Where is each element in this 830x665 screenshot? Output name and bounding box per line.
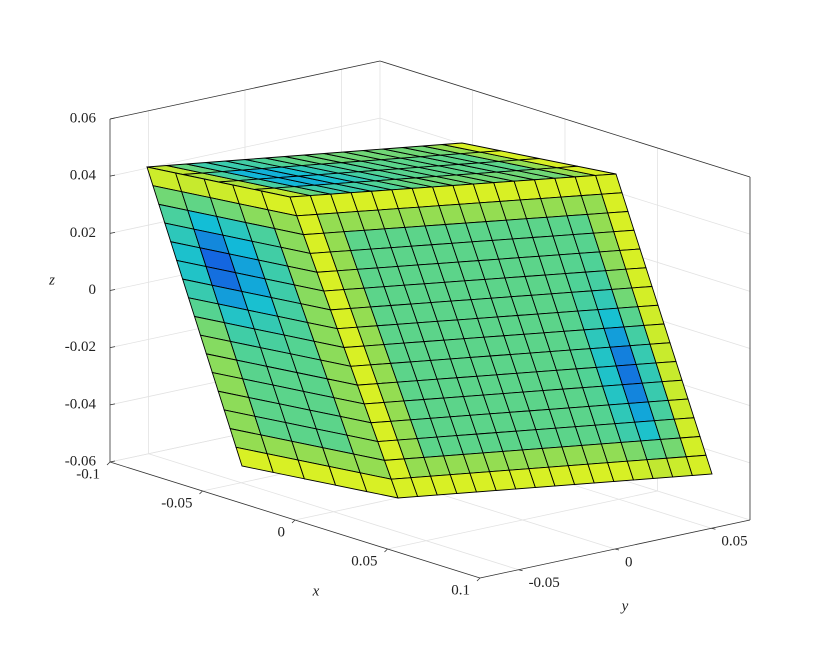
tick-mark (476, 577, 481, 582)
tick-mark (291, 519, 296, 524)
x-tick-label: 0.05 (351, 553, 377, 569)
tick-mark (109, 346, 116, 349)
z-tick-label: 0.06 (70, 110, 97, 126)
axis-line (479, 519, 751, 579)
z-tick-label: 0 (89, 282, 97, 298)
tick-mark (109, 231, 116, 234)
y-tick-label: 0 (625, 554, 633, 570)
labels: -0.1 -0.05 0 0.05 0.1 -0.05 0 0.05 -0.06 -0.04 -0.… (65, 110, 748, 598)
axis-line (109, 461, 481, 579)
x-tick-label: 0 (278, 524, 286, 540)
tick-mark (106, 461, 111, 466)
tick-mark (109, 289, 116, 291)
tick-mark (199, 490, 203, 495)
x-axis-label: x (312, 583, 320, 599)
axes-box (106, 60, 751, 582)
x-tick-label: -0.05 (161, 495, 192, 511)
y-tick-label: 0.05 (721, 534, 747, 550)
tick-mark (109, 403, 116, 406)
x-tick-label: 0.1 (451, 582, 470, 598)
grid-line (148, 453, 519, 571)
z-tick-label: -0.02 (65, 339, 96, 355)
y-axis-label: y (620, 598, 629, 614)
x-tick-label: -0.1 (76, 466, 100, 482)
tick-mark (109, 460, 116, 463)
z-tick-label: 0.02 (70, 225, 96, 241)
z-tick-label: -0.06 (65, 453, 97, 469)
tick-mark (109, 174, 116, 177)
z-axis-label: z (48, 272, 55, 288)
z-tick-label: -0.04 (65, 396, 97, 412)
y-tick-label: -0.05 (529, 575, 560, 591)
axis-line (109, 60, 381, 120)
surface (146, 142, 713, 499)
axis-line (379, 60, 751, 178)
z-tick-label: 0.04 (70, 168, 97, 184)
surface-cell (685, 454, 713, 476)
tick-mark (384, 548, 388, 553)
